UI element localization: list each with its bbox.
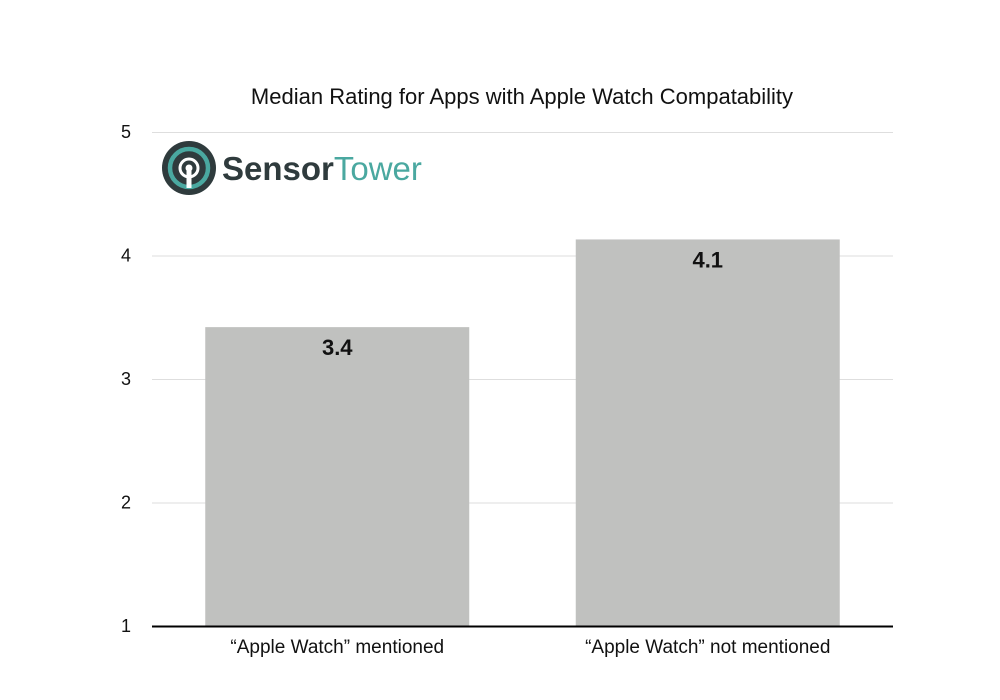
y-axis-ticks: 1 2 3 4 5 — [121, 122, 131, 636]
x-axis-categories: “Apple Watch” mentioned “Apple Watch” not… — [230, 637, 830, 658]
y-tick-label: 4 — [121, 246, 131, 266]
chart-title: Median Rating for Apps with Apple Watch … — [251, 84, 793, 109]
x-category-label-0: “Apple Watch” mentioned — [230, 637, 444, 658]
sensortower-logo: SensorTower — [162, 141, 422, 195]
y-tick-label: 3 — [121, 369, 131, 389]
bar-1 — [575, 239, 840, 626]
sensortower-logo-icon — [162, 141, 216, 195]
bars — [205, 239, 840, 626]
logo-text-tower: Tower — [334, 150, 422, 187]
y-tick-label: 1 — [121, 616, 131, 636]
logo-text-sensor: Sensor — [222, 150, 334, 187]
svg-text:SensorTower: SensorTower — [222, 150, 422, 187]
y-tick-label: 2 — [121, 493, 131, 513]
y-tick-label: 5 — [121, 122, 131, 142]
bar-0 — [205, 327, 470, 626]
data-labels: 3.4 4.1 — [322, 247, 723, 360]
x-category-label-1: “Apple Watch” not mentioned — [585, 637, 830, 658]
data-label-1: 4.1 — [692, 247, 723, 272]
data-label-0: 3.4 — [322, 335, 353, 360]
